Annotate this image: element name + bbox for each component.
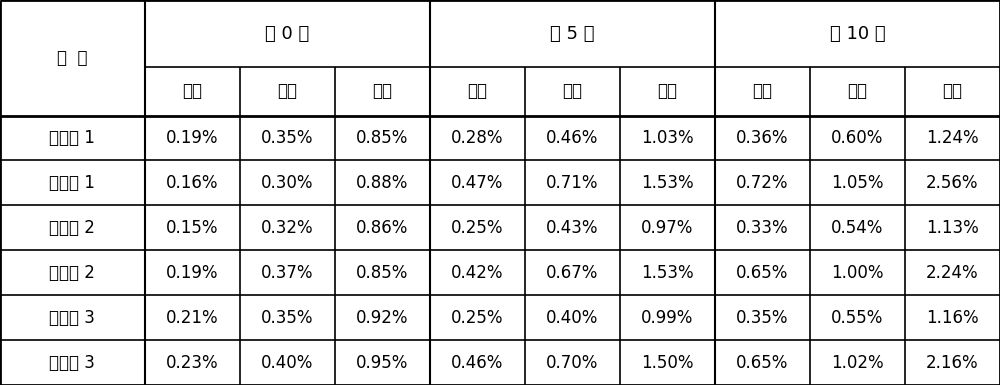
- Text: 1.02%: 1.02%: [831, 353, 884, 372]
- Text: 0.55%: 0.55%: [831, 309, 884, 326]
- Text: 1.00%: 1.00%: [831, 264, 884, 282]
- Text: 总杂: 总杂: [942, 82, 962, 100]
- Text: 对比例 1: 对比例 1: [49, 174, 95, 192]
- Text: 1.03%: 1.03%: [641, 129, 694, 147]
- Text: 总杂: 总杂: [372, 82, 392, 100]
- Text: 0.21%: 0.21%: [166, 309, 219, 326]
- Text: 样  品: 样 品: [57, 49, 88, 67]
- Text: 0.72%: 0.72%: [736, 174, 789, 192]
- Text: 第 5 天: 第 5 天: [550, 25, 595, 43]
- Text: 0.71%: 0.71%: [546, 174, 599, 192]
- Text: 2.16%: 2.16%: [926, 353, 979, 372]
- Text: 0.35%: 0.35%: [261, 309, 314, 326]
- Text: 0.46%: 0.46%: [546, 129, 599, 147]
- Text: 0.23%: 0.23%: [166, 353, 219, 372]
- Text: 0.88%: 0.88%: [356, 174, 408, 192]
- Text: 0.85%: 0.85%: [356, 129, 408, 147]
- Text: 1.53%: 1.53%: [641, 264, 694, 282]
- Text: 1.13%: 1.13%: [926, 219, 979, 237]
- Text: 0.15%: 0.15%: [166, 219, 219, 237]
- Text: 第 10 天: 第 10 天: [830, 25, 885, 43]
- Text: 2.56%: 2.56%: [926, 174, 979, 192]
- Text: 2.24%: 2.24%: [926, 264, 979, 282]
- Text: 实施例 3: 实施例 3: [49, 309, 95, 326]
- Text: 0.85%: 0.85%: [356, 264, 408, 282]
- Text: 对比例 2: 对比例 2: [49, 264, 95, 282]
- Text: 0.36%: 0.36%: [736, 129, 789, 147]
- Text: 0.19%: 0.19%: [166, 264, 219, 282]
- Text: 1.16%: 1.16%: [926, 309, 979, 326]
- Text: 1.53%: 1.53%: [641, 174, 694, 192]
- Text: 0.99%: 0.99%: [641, 309, 694, 326]
- Text: 单杂: 单杂: [562, 82, 582, 100]
- Text: 0.33%: 0.33%: [736, 219, 789, 237]
- Text: 0.35%: 0.35%: [261, 129, 314, 147]
- Text: 0.35%: 0.35%: [736, 309, 789, 326]
- Text: 0.42%: 0.42%: [451, 264, 504, 282]
- Text: 蝶酸: 蝶酸: [182, 82, 202, 100]
- Text: 蝶酸: 蝶酸: [467, 82, 487, 100]
- Text: 1.05%: 1.05%: [831, 174, 884, 192]
- Text: 0.60%: 0.60%: [831, 129, 884, 147]
- Text: 0.95%: 0.95%: [356, 353, 408, 372]
- Text: 实施例 2: 实施例 2: [49, 219, 95, 237]
- Text: 1.50%: 1.50%: [641, 353, 694, 372]
- Text: 0.65%: 0.65%: [736, 353, 789, 372]
- Text: 0.92%: 0.92%: [356, 309, 409, 326]
- Text: 对比例 3: 对比例 3: [49, 353, 95, 372]
- Text: 0.37%: 0.37%: [261, 264, 314, 282]
- Text: 第 0 天: 第 0 天: [265, 25, 309, 43]
- Text: 0.25%: 0.25%: [451, 219, 504, 237]
- Text: 0.25%: 0.25%: [451, 309, 504, 326]
- Text: 0.86%: 0.86%: [356, 219, 408, 237]
- Text: 单杂: 单杂: [277, 82, 297, 100]
- Text: 0.43%: 0.43%: [546, 219, 599, 237]
- Text: 0.40%: 0.40%: [546, 309, 599, 326]
- Text: 0.28%: 0.28%: [451, 129, 504, 147]
- Text: 0.47%: 0.47%: [451, 174, 504, 192]
- Text: 0.40%: 0.40%: [261, 353, 313, 372]
- Text: 0.70%: 0.70%: [546, 353, 599, 372]
- Text: 0.54%: 0.54%: [831, 219, 884, 237]
- Text: 0.30%: 0.30%: [261, 174, 314, 192]
- Text: 0.32%: 0.32%: [261, 219, 314, 237]
- Text: 单杂: 单杂: [847, 82, 867, 100]
- Text: 0.46%: 0.46%: [451, 353, 504, 372]
- Text: 0.67%: 0.67%: [546, 264, 599, 282]
- Text: 总杂: 总杂: [657, 82, 677, 100]
- Text: 0.16%: 0.16%: [166, 174, 219, 192]
- Text: 蝶酸: 蝶酸: [752, 82, 772, 100]
- Text: 0.19%: 0.19%: [166, 129, 219, 147]
- Text: 0.65%: 0.65%: [736, 264, 789, 282]
- Text: 0.97%: 0.97%: [641, 219, 694, 237]
- Text: 实施例 1: 实施例 1: [49, 129, 95, 147]
- Text: 1.24%: 1.24%: [926, 129, 979, 147]
